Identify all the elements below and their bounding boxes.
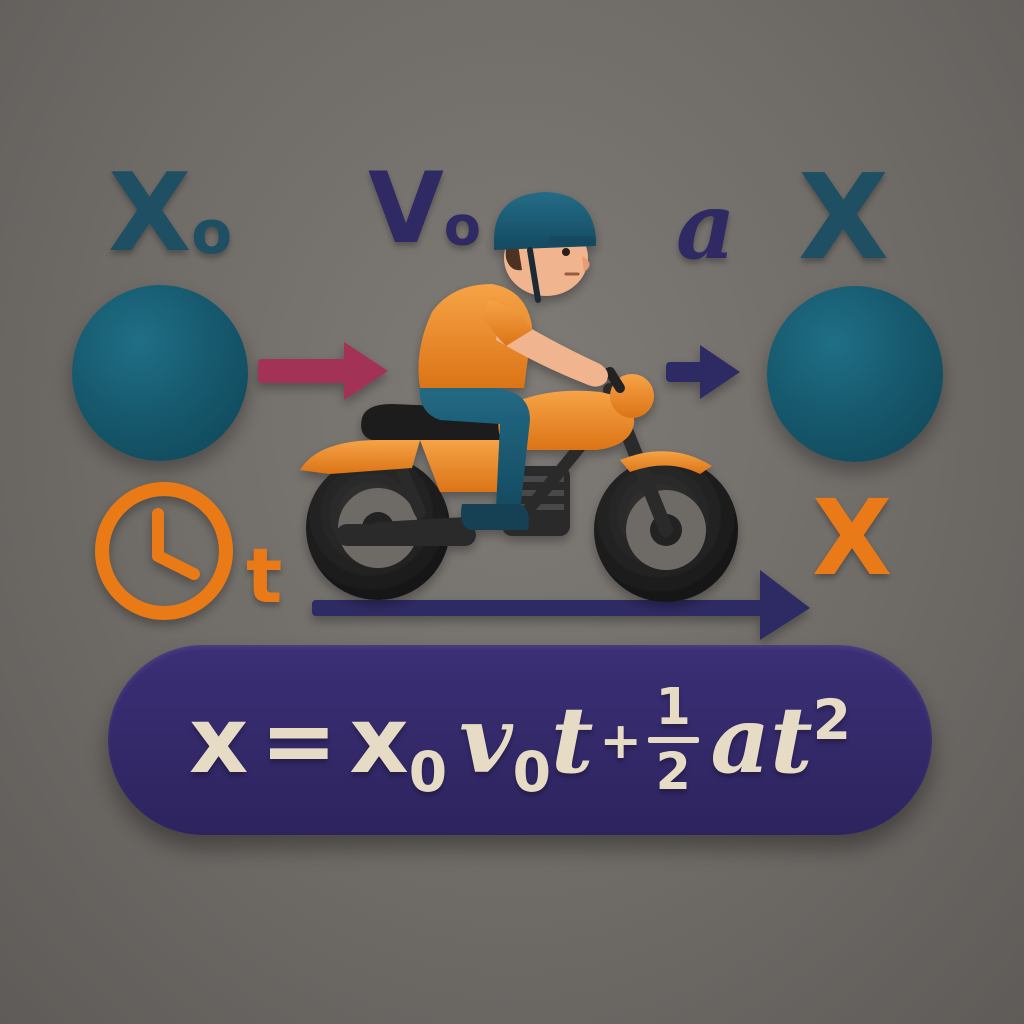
clock-icon: [95, 482, 233, 620]
initial-velocity-label: Vo: [368, 152, 481, 266]
start-ball: [72, 285, 248, 461]
equation-panel: x = x0 v0t + 1 2 at2: [108, 645, 932, 835]
acceleration-label: a: [676, 172, 736, 280]
acceleration-arrow-icon: [666, 345, 740, 399]
final-position-label: X: [798, 148, 889, 286]
kinematics-equation: x = x0 v0t + 1 2 at2: [108, 645, 932, 835]
displacement-arrow-icon: [312, 570, 810, 640]
equation-initial-position: x0: [349, 686, 448, 805]
equation-equals: =: [260, 686, 338, 794]
equation-plus: +: [599, 710, 642, 770]
equation-half-fraction: 1 2: [647, 682, 699, 797]
displacement-label: X: [812, 477, 893, 599]
end-ball: [767, 286, 943, 462]
motorcycle-rider-icon: [300, 192, 738, 602]
initial-position-label: Xo: [108, 151, 233, 276]
equation-lhs: x: [188, 686, 249, 794]
equation-acceleration-term: at2: [710, 686, 852, 794]
time-label: t: [246, 531, 283, 620]
velocity-arrow-icon: [258, 342, 388, 400]
equation-initial-velocity-term: v0t: [459, 686, 594, 806]
